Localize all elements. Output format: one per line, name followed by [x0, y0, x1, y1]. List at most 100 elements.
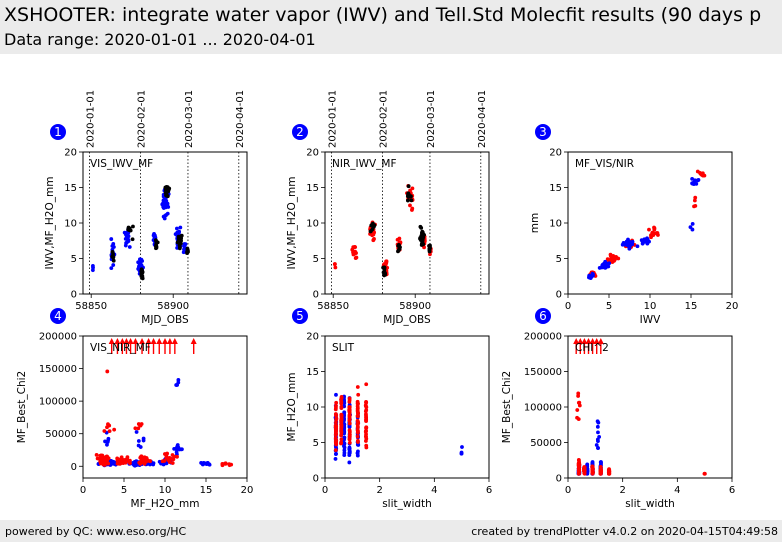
data-point: [109, 237, 114, 241]
data-point: [690, 222, 695, 226]
data-point: [647, 227, 651, 232]
y-axis-label: mm: [529, 213, 541, 233]
data-point: [161, 198, 166, 203]
data-point: [111, 263, 116, 267]
overflow-arrow-head: [108, 338, 115, 344]
data-point: [645, 236, 649, 241]
data-point: [595, 424, 600, 429]
overflow-arrow-head: [190, 338, 197, 344]
x-axis-label: MJD_OBS: [141, 314, 189, 326]
data-point: [177, 246, 182, 251]
data-point: [342, 400, 347, 405]
data-point: [408, 203, 412, 208]
panel-number-badge: [292, 308, 308, 324]
data-point: [595, 419, 600, 424]
data-point: [382, 262, 387, 267]
y-axis-label: MF_H2O_mm: [286, 373, 298, 442]
x-tick-label: 2: [619, 485, 625, 496]
data-point: [621, 240, 626, 245]
data-point: [339, 437, 344, 442]
y-tick-label: 200000: [39, 332, 77, 343]
x-tick-label: 5: [606, 301, 612, 312]
y-tick-label: 0: [71, 290, 77, 301]
data-point: [656, 233, 660, 237]
data-point: [99, 453, 104, 458]
panel-number-badge: [292, 124, 308, 140]
data-point: [382, 273, 387, 278]
data-point: [595, 437, 600, 442]
data-point: [342, 410, 347, 415]
y-axis-label: IWV,MF_H2O_mm: [286, 177, 298, 270]
data-point: [119, 455, 124, 460]
data-point: [342, 430, 347, 434]
y-tick-label: 10: [549, 219, 562, 230]
data-point: [598, 468, 603, 473]
data-point: [339, 441, 343, 446]
data-point: [339, 412, 344, 417]
data-point: [334, 405, 338, 410]
data-point: [422, 245, 426, 250]
data-point: [127, 245, 132, 249]
panel-label: CHI^2: [575, 342, 609, 354]
data-point: [334, 442, 339, 447]
plot-frame: [567, 335, 733, 479]
data-point: [428, 252, 432, 257]
footer-timestamp: created by trendPlotter v4.0.2 on 2020-0…: [471, 525, 778, 538]
data-point: [162, 216, 167, 221]
data-point: [152, 232, 156, 236]
data-point: [138, 423, 143, 428]
plot-frame: [82, 151, 248, 295]
data-point: [183, 242, 188, 247]
data-point: [355, 428, 360, 433]
footer-credit: powered by QC: www.eso.org/HC: [5, 525, 187, 538]
data-point: [691, 180, 696, 185]
data-point: [138, 262, 142, 267]
data-point: [333, 426, 338, 430]
x-tick-label: 2: [376, 485, 382, 496]
data-point: [610, 255, 615, 260]
panel-number: 6: [539, 309, 547, 323]
data-point: [355, 385, 360, 389]
y-tick-label: 5: [313, 254, 319, 265]
data-point: [339, 416, 344, 421]
data-point: [698, 171, 703, 176]
data-point: [406, 184, 411, 189]
plots-area: 1 2020-01-01 2020-02-01 2020-03-01 2020-04-0…: [16, 90, 738, 510]
data-point: [577, 400, 582, 405]
data-point: [347, 445, 352, 450]
y-tick-label: 15: [64, 183, 77, 194]
data-point: [141, 458, 145, 463]
x-tick-label: 20: [241, 485, 254, 496]
data-point: [339, 420, 344, 425]
data-point: [354, 255, 359, 260]
chart-panel-4: 4 0 5 10 15 20 0 50000 100000 150000 200000 MF_H2O_…: [16, 308, 253, 510]
data-point: [596, 430, 600, 435]
data-point: [364, 445, 369, 450]
data-point: [577, 458, 581, 463]
date-marker-label: 2020-04-01: [477, 90, 488, 148]
y-tick-label: 20: [549, 148, 562, 159]
data-point: [115, 456, 120, 461]
data-point: [334, 416, 339, 421]
x-tick-label: 10: [159, 485, 172, 496]
data-point: [151, 461, 156, 466]
y-axis-label: MF_Best_Chi2: [501, 371, 513, 443]
data-point: [397, 243, 402, 248]
data-point: [356, 420, 361, 425]
data-point: [131, 224, 135, 229]
data-point: [582, 468, 587, 472]
date-marker-label: 2020-01-01: [86, 90, 97, 148]
overflow-arrow-head: [123, 338, 130, 344]
data-point: [164, 200, 168, 205]
data-point: [138, 445, 143, 449]
data-point: [363, 409, 368, 414]
data-point: [175, 454, 179, 459]
data-point: [356, 440, 360, 444]
panel-number-badge: [535, 124, 551, 140]
data-point: [167, 460, 172, 464]
plot-points: [587, 169, 707, 280]
overflow-arrow-head: [139, 338, 146, 344]
panel-number: 4: [54, 309, 62, 323]
data-point: [702, 471, 707, 476]
data-point: [111, 258, 116, 263]
